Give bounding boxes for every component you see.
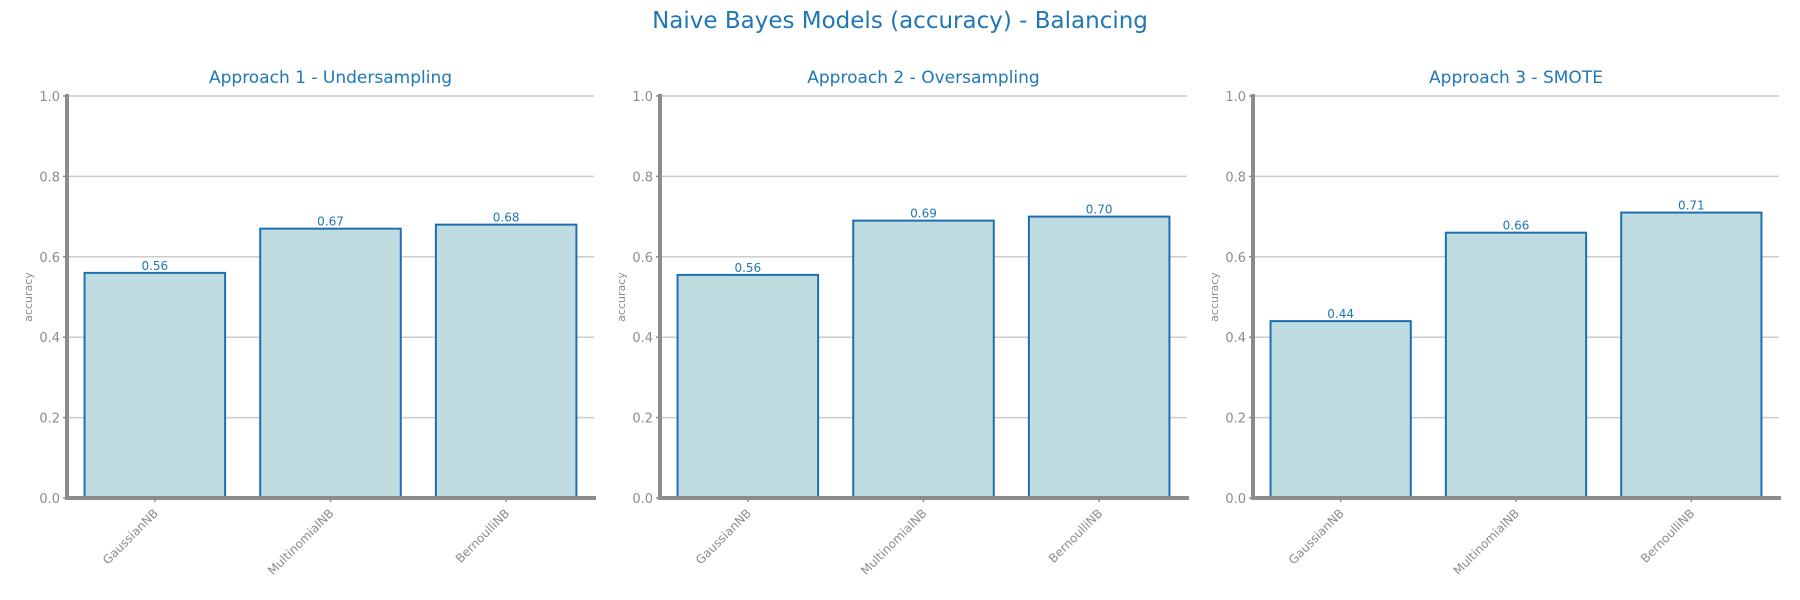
x-tick-label: MultinomialNB xyxy=(858,506,930,578)
bar xyxy=(1444,231,1588,499)
y-tick-label: 0.6 xyxy=(39,251,60,266)
y-tick-label: 0.2 xyxy=(1225,412,1246,427)
x-tick-label: GaussianNB xyxy=(100,506,161,567)
x-tick-label: BernoulliNB xyxy=(453,506,512,565)
y-tick-label: 0.4 xyxy=(1225,331,1246,346)
bar-value-label: 0.71 xyxy=(1678,199,1705,213)
y-axis-label: accuracy xyxy=(22,272,35,322)
bar xyxy=(676,273,820,500)
bar-value-label: 0.56 xyxy=(141,259,168,273)
y-tick-label: 0.2 xyxy=(39,412,60,427)
y-axis-label: accuracy xyxy=(615,272,628,322)
x-tick-label: MultinomialNB xyxy=(265,506,337,578)
y-tick-label: 0.4 xyxy=(39,331,60,346)
chart-panel-1: 0.0 0.2 0.4 0.6 0.8 1.0 accuracy 0.56 GaussianNB… xyxy=(22,68,596,578)
x-tick-label: GaussianNB xyxy=(1286,506,1347,567)
x-tick-label: GaussianNB xyxy=(693,506,754,567)
x-tick-label: BernoulliNB xyxy=(1046,506,1105,565)
y-tick-label: 0.6 xyxy=(1225,251,1246,266)
bar xyxy=(83,271,227,499)
bar-value-label: 0.44 xyxy=(1327,307,1354,321)
y-tick-label: 0.2 xyxy=(632,412,653,427)
y-axis-label: accuracy xyxy=(1208,272,1221,322)
y-tick-label: 0.6 xyxy=(632,251,653,266)
bar-value-label: 0.67 xyxy=(317,215,344,229)
bar xyxy=(434,223,578,499)
chart-panel-2: 0.0 0.2 0.4 0.6 0.8 1.0 accuracy 0.56 GaussianNB… xyxy=(615,68,1189,578)
y-tick-label: 0.4 xyxy=(632,331,653,346)
bar-value-label: 0.56 xyxy=(734,261,761,275)
bar xyxy=(259,227,402,499)
bar-value-label: 0.70 xyxy=(1086,203,1113,217)
y-tick-label: 1.0 xyxy=(1225,90,1246,105)
y-tick-label: 0.8 xyxy=(39,170,60,185)
y-tick-label: 0.0 xyxy=(632,492,653,507)
chart-title: Approach 3 - SMOTE xyxy=(1429,68,1603,88)
bar xyxy=(1027,215,1171,499)
bar xyxy=(852,219,995,499)
bar xyxy=(1620,211,1763,500)
bar-value-label: 0.69 xyxy=(910,207,937,221)
bar-value-label: 0.66 xyxy=(1503,219,1530,233)
bar-value-label: 0.68 xyxy=(493,211,520,225)
figure-title: Naive Bayes Models (accuracy) - Balancin… xyxy=(652,8,1148,34)
chart-title: Approach 1 - Undersampling xyxy=(209,68,452,88)
y-tick-label: 1.0 xyxy=(632,90,653,105)
x-tick-label: BernoulliNB xyxy=(1638,506,1697,565)
y-tick-label: 1.0 xyxy=(39,90,60,105)
chart-panel-3: 0.0 0.2 0.4 0.6 0.8 1.0 accuracy 0.44 GaussianNB… xyxy=(1208,68,1781,578)
y-tick-label: 0.0 xyxy=(39,492,60,507)
chart-title: Approach 2 - Oversampling xyxy=(807,68,1039,88)
bar xyxy=(1269,320,1412,499)
x-tick-label: MultinomialNB xyxy=(1451,506,1523,578)
y-tick-label: 0.8 xyxy=(1225,170,1246,185)
y-tick-label: 0.8 xyxy=(632,170,653,185)
y-tick-label: 0.0 xyxy=(1225,492,1246,507)
